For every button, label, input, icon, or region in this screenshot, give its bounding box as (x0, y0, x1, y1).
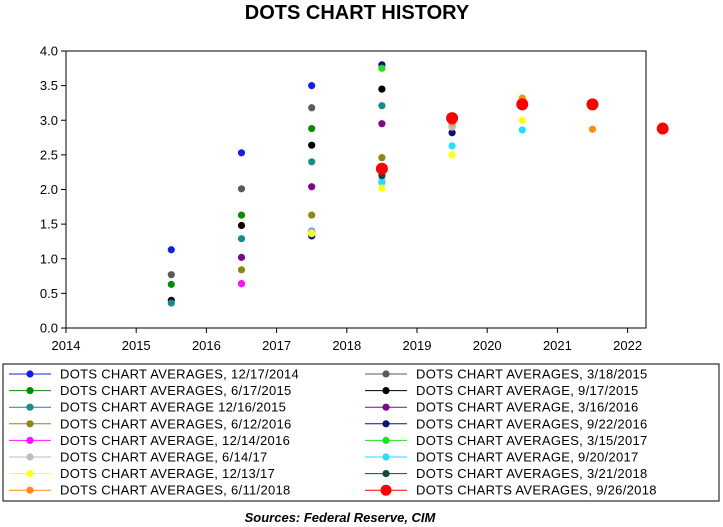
legend-marker (382, 370, 390, 378)
x-tick-label: 2015 (122, 338, 151, 353)
legend-label: DOTS CHART AVERAGES, 3/18/2015 (416, 367, 648, 382)
data-point (446, 112, 459, 125)
x-tick-label: 2022 (613, 338, 642, 353)
legend-marker (382, 403, 390, 411)
x-tick-label: 2017 (262, 338, 291, 353)
y-tick-label: 2.0 (40, 182, 58, 197)
legend-marker (26, 403, 34, 411)
legend-label: DOTS CHART AVERAGES, 3/15/2017 (416, 433, 648, 448)
legend-marker (26, 370, 34, 378)
axes: 0.0 0.5 1.0 1.5 2.0 2.5 3.0 3.5 4.0 2014 2015 2016 2… (40, 44, 642, 354)
y-tick-label: 3.0 (40, 113, 58, 128)
legend-label: DOTS CHART AVERAGES, 3/21/2018 (416, 466, 648, 481)
data-point (588, 125, 597, 133)
data-point (378, 85, 386, 93)
data-point (586, 98, 599, 111)
data-point (308, 183, 316, 191)
data-point (448, 129, 456, 137)
legend-marker (382, 436, 390, 444)
y-tick-label: 1.0 (40, 251, 58, 266)
data-point (375, 162, 388, 175)
x-tick-label: 2020 (473, 338, 502, 353)
legend-label: DOTS CHART AVERAGE 12/16/2015 (60, 400, 286, 415)
data-point (237, 211, 246, 219)
legend-marker (26, 486, 34, 494)
x-tick-label: 2018 (332, 338, 361, 353)
data-point (308, 124, 316, 133)
data-point (237, 253, 246, 261)
data-point (167, 246, 175, 254)
legend-marker (26, 470, 34, 478)
data-point (237, 185, 246, 193)
legend-marker (26, 420, 34, 428)
x-tick-label: 2019 (403, 338, 432, 353)
y-tick-label: 1.5 (40, 217, 58, 232)
legend-marker (380, 484, 392, 496)
legend-marker (382, 453, 390, 461)
x-tick-label: 2014 (52, 338, 81, 353)
legend-label: DOTS CHART AVERAGES, 6/11/2018 (60, 483, 291, 498)
data-point (378, 178, 386, 187)
legend-label: DOTS CHART AVERAGES, 6/17/2015 (60, 383, 292, 398)
legend-label: DOTS CHART AVERAGES, 9/22/2016 (416, 416, 648, 431)
legend-marker (382, 420, 390, 428)
data-point (167, 280, 175, 288)
legend-label: DOTS CHART AVERAGES, 6/12/2016 (60, 416, 292, 431)
data-point (308, 158, 316, 166)
chart-source: Sources: Federal Reserve, CIM (245, 510, 437, 525)
legend: DOTS CHART AVERAGES, 12/17/2014 DOTS CHAR… (9, 367, 657, 498)
legend-label: DOTS CHART AVERAGES, 12/17/2014 (60, 367, 299, 382)
data-point (308, 211, 316, 219)
data-point (518, 116, 526, 124)
data-point (237, 235, 246, 243)
plot-frame (65, 50, 647, 329)
data-point (378, 184, 386, 192)
data-point (167, 271, 175, 279)
legend-marker (26, 453, 34, 461)
legend-label: DOTS CHART AVERAGE, 12/14/2016 (60, 433, 290, 448)
data-points (167, 61, 669, 307)
legend-marker (26, 387, 34, 395)
chart-title: DOTS CHART HISTORY (245, 2, 470, 24)
data-point (656, 122, 669, 135)
data-point (308, 229, 316, 237)
data-point (378, 120, 386, 128)
legend-label: DOTS CHART AVERAGE, 6/14/17 (60, 450, 268, 465)
legend-label: DOTS CHARTS AVERAGES, 9/26/2018 (416, 483, 657, 498)
data-point (308, 104, 316, 112)
y-tick-label: 4.0 (40, 44, 58, 59)
data-point (237, 266, 246, 274)
data-point (378, 102, 386, 110)
data-point (237, 221, 246, 230)
data-point (237, 149, 246, 157)
data-point (378, 64, 386, 72)
legend-marker (26, 436, 34, 444)
legend-marker (382, 470, 390, 478)
x-tick-label: 2021 (543, 338, 572, 353)
data-point (378, 154, 386, 162)
y-tick-label: 3.5 (40, 78, 58, 93)
data-point (518, 126, 526, 134)
data-point (167, 299, 175, 307)
y-tick-label: 2.5 (40, 147, 58, 162)
y-tick-label: 0.5 (40, 286, 58, 301)
legend-label: DOTS CHART AVERAGE, 9/17/2015 (416, 383, 639, 398)
data-point (448, 151, 456, 159)
data-point (448, 142, 456, 150)
legend-box (2, 363, 720, 502)
data-point (237, 280, 246, 288)
data-point (308, 141, 316, 149)
legend-label: DOTS CHART AVERAGE, 12/13/17 (60, 466, 275, 481)
legend-marker (382, 387, 390, 395)
data-point (308, 82, 316, 90)
legend-label: DOTS CHART AVERAGE, 3/16/2016 (416, 400, 639, 415)
y-tick-label: 0.0 (40, 321, 58, 336)
legend-label: DOTS CHART AVERAGE, 9/20/2017 (416, 450, 639, 465)
x-tick-label: 2016 (192, 338, 221, 353)
data-point (516, 98, 529, 111)
